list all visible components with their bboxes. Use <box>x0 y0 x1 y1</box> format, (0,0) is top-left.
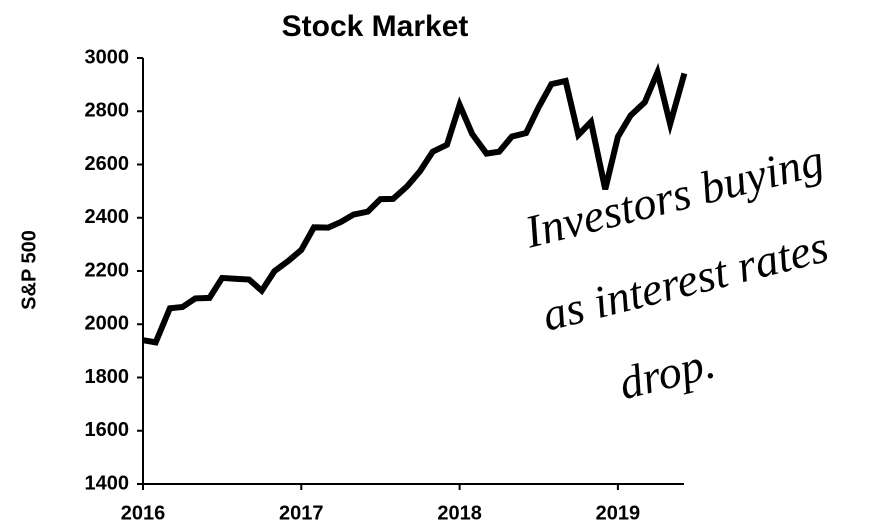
y-tick-label: 2800 <box>85 100 130 122</box>
y-tick-label: 1600 <box>85 419 130 441</box>
x-tick-label: 2016 <box>121 502 166 524</box>
y-tick-label: 2400 <box>85 206 130 228</box>
y-tick-label: 1800 <box>85 366 130 388</box>
y-tick-label: 3000 <box>85 46 130 68</box>
x-tick-label: 2018 <box>437 502 482 524</box>
y-tick-label: 2200 <box>85 259 130 281</box>
annotation-line: drop. <box>614 336 720 409</box>
y-tick-label: 2600 <box>85 153 130 175</box>
line <box>142 62 688 346</box>
y-axis-label: S&P 500 <box>18 230 40 310</box>
y-tick-label: 1400 <box>85 472 130 494</box>
y-tick-label: 2000 <box>85 313 130 335</box>
x-tick-label: 2017 <box>279 502 324 524</box>
annotation: Investors buying as interest rates drop. <box>519 134 833 409</box>
chart-title: Stock Market <box>282 10 469 43</box>
x-tick-label: 2019 <box>596 502 641 524</box>
